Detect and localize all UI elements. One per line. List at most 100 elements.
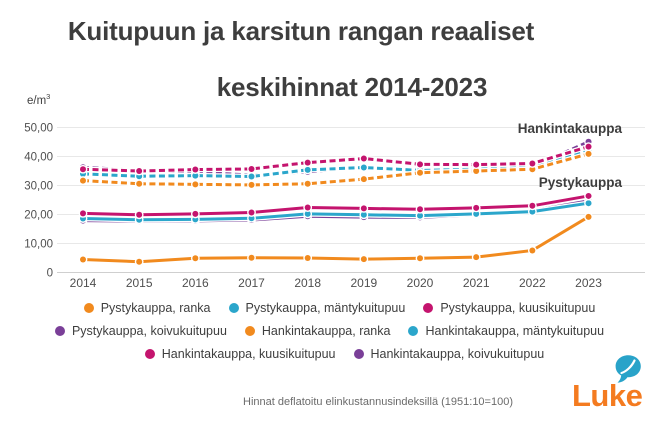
legend-item: Pystykauppa, kuusikuitupuu [423, 301, 595, 315]
legend-item: Hankintakauppa, kuusikuitupuu [144, 347, 336, 361]
legend-dot-icon [353, 349, 364, 359]
data-point [473, 204, 480, 211]
data-point [80, 210, 86, 217]
x-tick-label-2015: 2015 [126, 276, 153, 290]
legend-row-3: Hankintakauppa, kuusikuitupuu Hankintakau… [144, 347, 545, 361]
data-point [248, 173, 255, 180]
data-point [304, 159, 311, 166]
data-point [248, 181, 255, 188]
legend-dot-icon [54, 326, 65, 336]
legend-dot-icon [244, 326, 255, 336]
data-point [80, 177, 86, 184]
legend-item: Pystykauppa, mäntykuitupuu [228, 301, 406, 315]
series-line-0 [82, 215, 590, 264]
data-point [473, 254, 480, 261]
data-point [304, 210, 311, 217]
deflation-footnote: Hinnat deflatoitu elinkustannusindeksill… [243, 396, 513, 408]
data-point [304, 255, 311, 261]
chart-title-line1: Kuitupuun ja karsitun rangan reaaliset [67, 16, 535, 46]
legend-dot-icon [228, 303, 239, 313]
data-point [304, 180, 311, 187]
legend-item: Hankintakauppa, koivukuitupuu [353, 347, 545, 361]
data-point [417, 212, 424, 219]
data-point [248, 209, 255, 216]
data-point [529, 208, 536, 215]
data-point [360, 164, 367, 171]
data-point [248, 215, 255, 222]
legend-dot-icon [408, 326, 419, 336]
luke-logo-text: Luke [572, 378, 643, 413]
data-point [473, 168, 480, 174]
data-point [80, 256, 86, 263]
data-point [473, 161, 480, 168]
legend-item: Hankintakauppa, ranka [244, 324, 390, 338]
data-point [585, 143, 592, 150]
x-tick-label-2018: 2018 [294, 276, 321, 290]
data-point [136, 258, 143, 265]
legend-dot-icon [423, 303, 434, 313]
data-point [529, 247, 536, 254]
legend-row-1: Pystykauppa, ranka Pystykauppa, mäntykuit… [83, 301, 595, 315]
legend-label: Pystykauppa, mäntykuitupuu [245, 301, 406, 315]
data-point [248, 165, 255, 172]
data-point [192, 166, 199, 173]
series-line-6 [82, 145, 589, 173]
x-tick-label-2016: 2016 [182, 276, 209, 290]
data-point [360, 211, 367, 218]
series-line-4 [82, 152, 589, 187]
data-point [360, 176, 367, 183]
x-tick-label-2020: 2020 [407, 276, 434, 290]
y-tick-label-20: 20,00 [24, 210, 53, 222]
data-point [192, 172, 199, 179]
legend-dot-icon [83, 303, 94, 313]
data-point [417, 161, 424, 168]
data-point [585, 200, 592, 207]
luke-logo-speech-bubble-leaf-icon [615, 355, 641, 383]
x-tick-label-2019: 2019 [350, 276, 377, 290]
legend-label: Pystykauppa, kuusikuitupuu [440, 301, 596, 315]
data-point [417, 169, 424, 176]
legend-label: Hankintakauppa, mäntykuitupuu [425, 324, 605, 338]
data-point [585, 150, 592, 157]
legend-label: Pystykauppa, koivukuitupuu [71, 324, 227, 338]
data-point [360, 205, 367, 212]
chart-legend: Pystykauppa, ranka Pystykauppa, mäntykuit… [0, 301, 651, 361]
y-tick-label-50: 50,00 [24, 123, 53, 135]
data-point [136, 211, 143, 218]
x-tick-label-2021: 2021 [463, 276, 490, 290]
series-group-label-pystykauppa: Pystykauppa [538, 175, 622, 190]
legend-label: Hankintakauppa, kuusikuitupuu [161, 347, 336, 361]
legend-label: Hankintakauppa, koivukuitupuu [370, 347, 545, 361]
legend-item: Pystykauppa, koivukuitupuu [54, 324, 227, 338]
series-group-label-hankintakauppa: Hankintakauppa [517, 121, 622, 136]
data-point [136, 168, 143, 174]
data-point [80, 166, 86, 173]
data-point [192, 181, 199, 188]
data-point [585, 213, 592, 220]
x-tick-label-2014: 2014 [70, 276, 97, 290]
legend-item: Hankintakauppa, mäntykuitupuu [408, 324, 604, 338]
data-point [304, 204, 311, 211]
y-tick-label-0: 0 [47, 268, 53, 280]
legend-dot-icon [144, 349, 155, 359]
data-point [417, 255, 424, 262]
legend-label: Pystykauppa, ranka [100, 301, 211, 315]
data-point [417, 206, 424, 213]
data-point [473, 210, 480, 217]
unit-base: e/m [27, 94, 47, 107]
data-point [360, 155, 367, 162]
y-tick-label-30: 30,00 [24, 181, 53, 193]
data-point [192, 210, 199, 217]
data-point [529, 166, 536, 173]
unit-exponent: 3 [46, 92, 51, 101]
legend-row-2: Pystykauppa, koivukuitupuu Hankintakauppa… [54, 324, 604, 338]
data-point [585, 192, 592, 199]
data-point [529, 202, 536, 209]
data-point [360, 256, 367, 263]
luke-logo: Luke [572, 354, 644, 416]
series-line-2 [82, 194, 589, 217]
y-axis-unit-label: e/m3 [27, 92, 50, 107]
y-tick-label-10: 10,00 [24, 239, 53, 251]
x-tick-label-2023: 2023 [575, 276, 602, 290]
